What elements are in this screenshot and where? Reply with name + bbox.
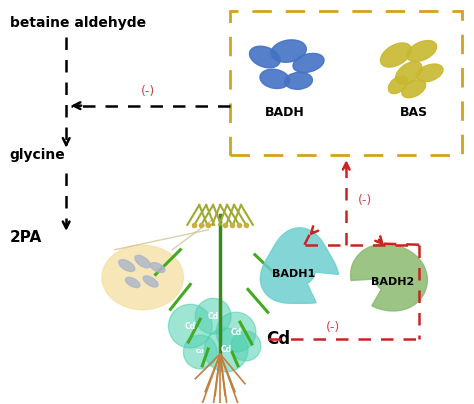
Ellipse shape — [135, 255, 150, 268]
Text: glycine: glycine — [9, 148, 65, 162]
Text: betaine aldehyde: betaine aldehyde — [9, 16, 146, 30]
Circle shape — [183, 335, 217, 369]
Ellipse shape — [285, 72, 312, 89]
Ellipse shape — [102, 245, 183, 310]
Text: Cd: Cd — [230, 328, 242, 337]
Ellipse shape — [388, 76, 407, 94]
Ellipse shape — [381, 43, 411, 67]
Text: 2PA: 2PA — [9, 230, 42, 245]
Ellipse shape — [407, 40, 437, 61]
Text: (-): (-) — [326, 321, 340, 334]
Ellipse shape — [293, 53, 324, 73]
Ellipse shape — [396, 62, 422, 84]
Circle shape — [195, 298, 231, 334]
Ellipse shape — [126, 277, 140, 288]
Polygon shape — [351, 244, 428, 311]
Text: BADH2: BADH2 — [371, 278, 415, 287]
Text: Cd: Cd — [266, 330, 290, 348]
Ellipse shape — [402, 80, 426, 98]
Text: BADH1: BADH1 — [272, 269, 315, 280]
Text: BAS: BAS — [400, 106, 428, 119]
Text: Cd: Cd — [208, 312, 219, 321]
Ellipse shape — [260, 69, 290, 88]
Text: Cd: Cd — [185, 322, 196, 330]
Text: Cd: Cd — [196, 349, 205, 354]
Ellipse shape — [271, 40, 306, 62]
Circle shape — [168, 304, 212, 348]
Ellipse shape — [416, 64, 443, 82]
Text: (-): (-) — [358, 194, 373, 206]
Ellipse shape — [249, 46, 280, 68]
Text: Cd: Cd — [220, 345, 232, 354]
Text: BADH: BADH — [265, 106, 304, 119]
Circle shape — [231, 331, 261, 361]
Ellipse shape — [118, 260, 135, 271]
Circle shape — [204, 328, 248, 372]
Circle shape — [216, 312, 256, 352]
Ellipse shape — [150, 263, 165, 272]
Ellipse shape — [143, 276, 158, 287]
Polygon shape — [260, 228, 338, 303]
Text: (-): (-) — [141, 85, 155, 98]
